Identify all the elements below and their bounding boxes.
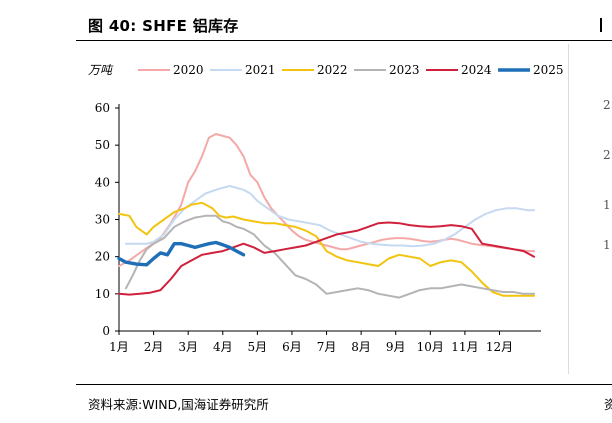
x-tick-label: 1月 — [109, 340, 129, 354]
x-tick-label: 12月 — [486, 340, 513, 354]
series-line-2020 — [118, 133, 536, 267]
y-tick-label: 0 — [102, 324, 110, 338]
y-tick-label: 30 — [95, 213, 110, 227]
x-tick-label: 10月 — [417, 340, 444, 354]
x-tick-label: 11月 — [451, 340, 478, 354]
series-line-2025 — [117, 240, 246, 267]
source-rule — [76, 384, 612, 385]
legend-label-2025: 2025 — [533, 63, 564, 77]
figure-title: 图 40: SHFE 铝库存 — [88, 17, 239, 35]
panel-divider — [568, 44, 569, 374]
y-tick-label: 50 — [95, 138, 110, 152]
y-tick-label: 20 — [95, 250, 110, 264]
series-line-2024 — [118, 221, 536, 296]
series-line-2023 — [124, 214, 536, 299]
clipped-next-figure-title — [600, 18, 612, 32]
y-tick-label: 60 — [95, 101, 110, 115]
x-tick-label: 8月 — [351, 340, 371, 354]
legend-label-2020: 2020 — [173, 63, 204, 77]
clipped-axis-label: 1 — [603, 198, 611, 212]
x-tick-label: 6月 — [282, 340, 302, 354]
legend-label-2022: 2022 — [317, 63, 348, 77]
clipped-axis-label: 2 — [603, 148, 611, 162]
x-tick-label: 3月 — [178, 340, 198, 354]
x-tick-label: 7月 — [317, 340, 337, 354]
clipped-axis-label: 1 — [603, 238, 611, 252]
series-line-2022 — [118, 201, 536, 297]
x-tick-label: 4月 — [213, 340, 233, 354]
shfe-aluminum-inventory-chart: 0 10 20 30 40 50 60 1月 2月 3月 4月 5月 6月 7月 8月 9月 10月 11月 12月… — [88, 63, 564, 354]
y-unit-label: 万吨 — [88, 63, 114, 77]
x-tick-label: 2月 — [144, 340, 164, 354]
y-tick-label: 40 — [95, 175, 110, 189]
clipped-axis-label: 2 — [603, 98, 611, 112]
legend-label-2024: 2024 — [461, 63, 492, 77]
legend-label-2023: 2023 — [389, 63, 420, 77]
clipped-source-text: 资 — [604, 397, 612, 412]
source-note: 资料来源:WIND,国海证券研究所 — [88, 397, 269, 412]
x-tick-label: 9月 — [386, 340, 406, 354]
x-tick-label: 5月 — [248, 340, 268, 354]
title-rule — [76, 40, 612, 41]
legend-label-2021: 2021 — [245, 63, 276, 77]
y-tick-label: 10 — [95, 287, 110, 301]
